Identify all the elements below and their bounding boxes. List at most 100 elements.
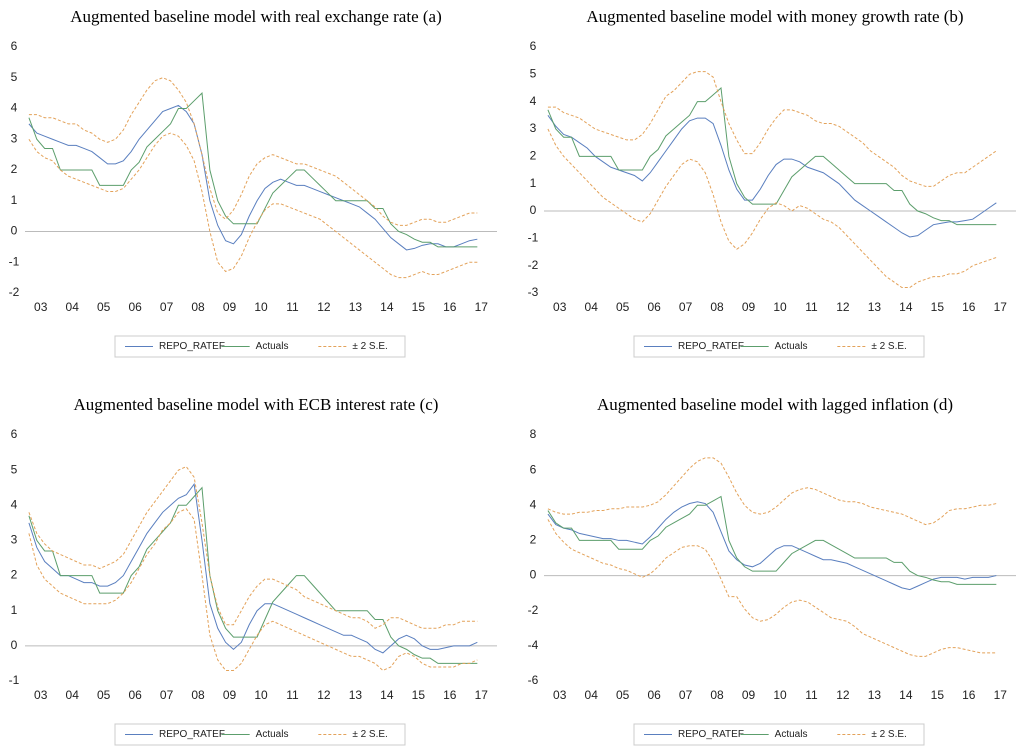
x-tick-label: 15 (412, 300, 426, 314)
series-line (28, 466, 478, 629)
y-tick-label: 3 (530, 121, 537, 135)
x-tick-label: 10 (254, 300, 268, 314)
x-tick-label: 08 (191, 300, 205, 314)
y-tick-label: 2 (530, 149, 537, 163)
y-tick-label: -1 (528, 231, 539, 245)
y-tick-label: -6 (528, 673, 539, 687)
x-tick-label: 07 (679, 688, 693, 702)
y-tick-label: 5 (530, 67, 537, 81)
y-tick-label: 4 (11, 497, 18, 511)
series-line (547, 519, 997, 657)
legend-label: Actuals (256, 729, 289, 740)
series-line (547, 87, 997, 226)
x-tick-label: 16 (962, 688, 976, 702)
series-line (547, 457, 997, 526)
x-tick-label: 05 (97, 300, 111, 314)
legend-label: REPO_RATEF (678, 729, 744, 740)
x-tick-label: 10 (773, 688, 787, 702)
series-line (28, 486, 478, 664)
x-tick-label: 06 (128, 688, 142, 702)
x-tick-label: 12 (836, 688, 850, 702)
legend-label: REPO_RATEF (159, 729, 225, 740)
x-tick-label: 03 (553, 688, 567, 702)
legend-label: REPO_RATEF (159, 341, 225, 352)
legend-box (114, 723, 406, 746)
y-tick-label: 8 (530, 427, 537, 441)
x-tick-label: 07 (679, 300, 693, 314)
x-tick-label: 09 (742, 688, 756, 702)
x-tick-label: 08 (710, 688, 724, 702)
y-tick-label: 3 (11, 131, 18, 145)
legend-label: Actuals (256, 341, 289, 352)
x-tick-label: 08 (710, 300, 724, 314)
x-tick-label: 16 (962, 300, 976, 314)
x-tick-label: 08 (191, 688, 205, 702)
legend-box (633, 723, 925, 746)
y-tick-label: 4 (530, 94, 537, 108)
x-tick-label: 12 (317, 300, 331, 314)
y-tick-label: 0 (530, 203, 537, 217)
x-tick-label: 17 (475, 300, 489, 314)
x-tick-label: 15 (931, 300, 945, 314)
x-tick-label: 14 (380, 300, 394, 314)
legend-box (633, 335, 925, 358)
series-line (28, 104, 478, 251)
x-tick-label: 11 (805, 300, 818, 314)
y-tick-label: -2 (528, 258, 539, 272)
x-tick-label: 12 (317, 688, 331, 702)
series-line (28, 508, 478, 672)
chart-panel: Augmented baseline model with ECB intere… (9, 395, 497, 746)
y-tick-label: 2 (11, 162, 18, 176)
y-tick-label: -2 (528, 603, 539, 617)
y-tick-label: 5 (11, 462, 18, 476)
x-tick-label: 14 (899, 300, 913, 314)
y-tick-label: 0 (530, 568, 537, 582)
y-tick-label: 1 (11, 603, 18, 617)
y-tick-label: -1 (9, 673, 20, 687)
y-tick-label: 1 (530, 176, 537, 190)
x-tick-label: 10 (254, 688, 268, 702)
y-tick-label: 4 (530, 497, 537, 511)
y-tick-label: 2 (530, 533, 537, 547)
chart-title: Augmented baseline model with real excha… (70, 7, 441, 26)
legend-label: ± 2 S.E. (352, 729, 388, 740)
y-tick-label: 0 (11, 224, 18, 238)
chart-panel: Augmented baseline model with real excha… (9, 7, 497, 358)
legend-label: Actuals (775, 729, 808, 740)
x-tick-label: 13 (349, 300, 363, 314)
x-tick-label: 11 (805, 688, 818, 702)
chart-panel: Augmented baseline model with lagged inf… (528, 395, 1016, 746)
series-line (547, 501, 997, 591)
y-tick-label: 4 (11, 101, 18, 115)
x-tick-label: 16 (443, 688, 457, 702)
y-tick-label: 1 (11, 193, 18, 207)
x-tick-label: 03 (553, 300, 567, 314)
x-tick-label: 14 (899, 688, 913, 702)
x-tick-label: 13 (349, 688, 363, 702)
x-tick-label: 05 (616, 688, 630, 702)
y-tick-label: 0 (11, 638, 18, 652)
x-tick-label: 04 (66, 300, 80, 314)
x-tick-label: 06 (128, 300, 142, 314)
series-line (547, 128, 997, 289)
x-tick-label: 04 (585, 688, 599, 702)
legend-label: ± 2 S.E. (871, 341, 907, 352)
x-tick-label: 10 (773, 300, 787, 314)
y-tick-label: -4 (528, 638, 539, 652)
y-tick-label: 6 (530, 462, 537, 476)
series-line (547, 495, 997, 585)
x-tick-label: 07 (160, 300, 174, 314)
x-tick-label: 06 (647, 300, 661, 314)
series-line (547, 71, 997, 187)
x-tick-label: 03 (34, 300, 48, 314)
y-tick-label: -2 (9, 285, 20, 299)
x-tick-label: 15 (931, 688, 945, 702)
y-tick-label: 6 (530, 39, 537, 53)
series-line (28, 92, 478, 248)
legend-label: Actuals (775, 341, 808, 352)
y-tick-label: 6 (11, 427, 18, 441)
x-tick-label: 05 (97, 688, 111, 702)
x-tick-label: 03 (34, 688, 48, 702)
y-tick-label: 2 (11, 568, 18, 582)
